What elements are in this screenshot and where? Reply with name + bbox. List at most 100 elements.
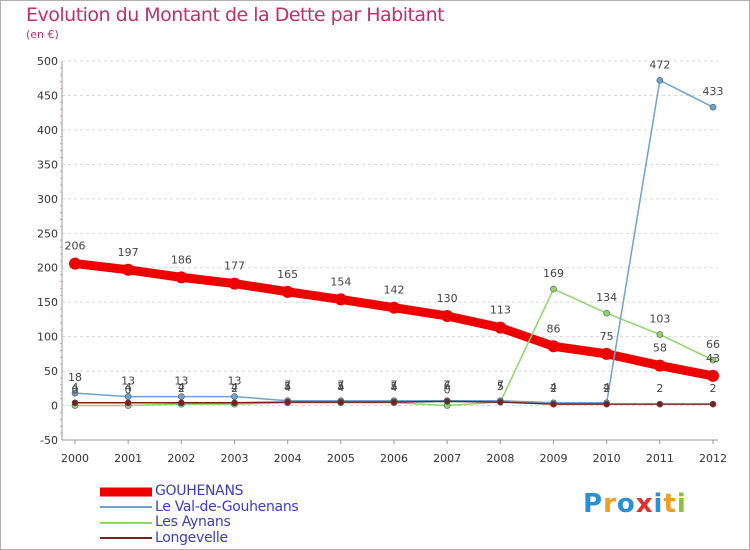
data-label: 5 <box>497 380 504 393</box>
y-tick-label: 450 <box>37 89 58 102</box>
data-label: 206 <box>65 240 86 253</box>
x-tick-label: 2000 <box>61 452 89 465</box>
data-point <box>550 285 557 293</box>
data-label: 113 <box>490 304 511 317</box>
data-point <box>600 347 613 360</box>
y-tick-label: 50 <box>44 365 58 378</box>
y-tick-label: -50 <box>40 434 58 447</box>
data-label: 75 <box>600 330 614 343</box>
data-point <box>284 398 291 406</box>
x-tick-label: 2009 <box>540 452 568 465</box>
logo-letter: i <box>653 489 664 519</box>
data-label: 142 <box>384 284 405 297</box>
data-point <box>124 399 132 407</box>
data-point <box>709 356 717 364</box>
data-label: 7 <box>444 379 451 392</box>
data-label: 7 <box>391 379 398 392</box>
data-label: 5 <box>497 380 504 393</box>
data-label: 2 <box>603 382 610 395</box>
data-label: 4 <box>125 381 132 394</box>
data-label: 58 <box>653 342 667 355</box>
data-point <box>656 76 664 84</box>
data-point <box>656 331 664 338</box>
x-tick-label: 2007 <box>433 452 461 465</box>
y-tick-label: 500 <box>37 55 58 68</box>
data-label: 5 <box>337 380 344 393</box>
logo-letter: P <box>583 489 604 519</box>
legend-item-longevelle[interactable]: Longevelle <box>100 529 400 547</box>
data-point <box>709 103 717 111</box>
data-label: 154 <box>330 275 351 288</box>
data-label: 7 <box>284 379 291 392</box>
chart-subtitle: (en €) <box>26 28 59 41</box>
data-point <box>71 399 79 407</box>
x-tick-label: 2001 <box>114 452 142 465</box>
data-label: 5 <box>391 380 398 393</box>
legend: GOUHENANS Le Val-de-Gouhenans Les Aynans… <box>100 483 400 547</box>
data-label: 177 <box>224 260 245 273</box>
data-label: 5 <box>284 380 291 393</box>
logo-letter: o <box>616 489 636 519</box>
x-tick-label: 2010 <box>593 452 621 465</box>
data-label: 13 <box>228 375 242 388</box>
data-label: 13 <box>174 375 188 388</box>
data-point <box>709 400 717 408</box>
x-tick-label: 2011 <box>646 452 674 465</box>
data-label: 0 <box>125 384 132 397</box>
data-point <box>550 400 557 408</box>
y-tick-label: 100 <box>37 331 58 344</box>
data-label: 13 <box>121 375 135 388</box>
data-label: 4 <box>178 381 185 394</box>
data-point <box>603 400 610 408</box>
data-label: 2 <box>710 382 717 395</box>
data-label: 4 <box>72 381 79 394</box>
legend-label: Le Val-de-Gouhenans <box>155 498 299 515</box>
data-label: 2 <box>178 382 185 395</box>
legend-label: GOUHENANS <box>155 483 244 499</box>
legend-item-gouhenans[interactable]: GOUHENANS <box>100 483 400 500</box>
data-point <box>603 309 610 317</box>
legend-label: Les Aynans <box>155 514 231 530</box>
data-label: 4 <box>603 381 610 394</box>
data-point <box>175 271 188 284</box>
data-label: 7 <box>337 379 344 392</box>
data-point <box>390 398 398 406</box>
legend-swatch-gouhenans <box>100 487 152 497</box>
y-tick-label: 150 <box>37 296 58 309</box>
legend-swatch-longevelle <box>100 537 152 540</box>
legend-item-les-aynans[interactable]: Les Aynans <box>100 514 400 531</box>
data-label: 4 <box>550 381 557 394</box>
data-label: 7 <box>497 379 504 392</box>
logo-letter: r <box>603 489 617 519</box>
data-label: 2 <box>231 382 238 395</box>
legend-item-le-val-de-gouhenans[interactable]: Le Val-de-Gouhenans <box>100 498 400 516</box>
data-point <box>178 399 185 407</box>
legend-swatch-les-aynans <box>100 521 152 524</box>
logo-letter: t <box>663 489 677 519</box>
x-tick-label: 2002 <box>167 452 195 465</box>
y-tick-label: 400 <box>37 124 58 137</box>
y-tick-label: 0 <box>51 400 58 413</box>
data-point <box>443 398 451 405</box>
data-point <box>334 293 347 306</box>
logo-letter: i <box>676 489 687 519</box>
legend-label: Longevelle <box>155 529 228 546</box>
data-point <box>441 309 454 322</box>
data-point <box>337 398 345 406</box>
data-point <box>71 389 79 397</box>
data-label: 4 <box>284 381 291 394</box>
y-tick-label: 200 <box>37 262 58 275</box>
data-label: 103 <box>649 313 670 326</box>
data-point <box>547 340 560 353</box>
data-label: 197 <box>118 246 139 259</box>
data-label: 4 <box>337 381 344 394</box>
x-tick-label: 2004 <box>274 452 302 465</box>
x-tick-label: 2006 <box>380 452 408 465</box>
data-label: 43 <box>706 352 720 365</box>
data-point <box>388 301 400 314</box>
series-line-gouhenans <box>70 259 718 381</box>
x-tick-label: 2012 <box>699 452 727 465</box>
data-label: 86 <box>547 322 561 335</box>
